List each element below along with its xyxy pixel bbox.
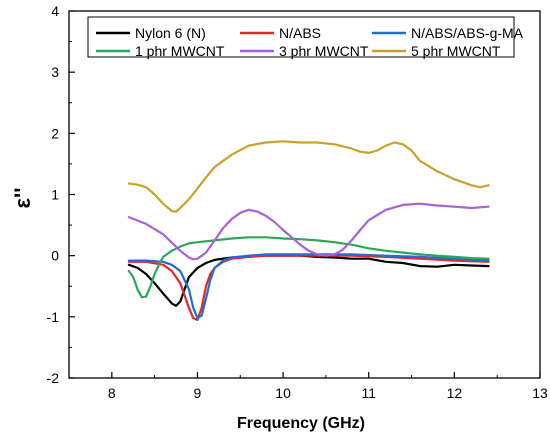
series-line-1 — [127, 254, 490, 321]
series-line-3 — [127, 236, 490, 299]
x-tick-label: 12 — [447, 385, 463, 401]
y-tick-label: 1 — [51, 187, 59, 203]
y-tick-label: -2 — [47, 370, 60, 386]
legend-label: 5 phr MWCNT — [411, 43, 501, 59]
y-tick-label: 2 — [51, 125, 59, 141]
x-axis-title: Frequency (GHz) — [237, 415, 365, 432]
x-tick-label: 13 — [532, 385, 548, 401]
legend: Nylon 6 (N) N/ABS N/ABS/ABS-g-MA 1 phr MWCN… — [87, 16, 524, 59]
series-line-2 — [127, 253, 490, 320]
series-line-4 — [127, 202, 490, 261]
legend-label: Nylon 6 (N) — [135, 25, 206, 41]
y-tick-label: 0 — [51, 248, 59, 264]
y-axis-title: ε'' — [10, 188, 35, 209]
y-tick-label: 3 — [51, 64, 59, 80]
series-line-0 — [127, 254, 490, 307]
x-tick-label: 9 — [194, 385, 202, 401]
x-tick-label: 10 — [275, 385, 291, 401]
legend-label: N/ABS — [279, 25, 321, 41]
plot-border — [68, 10, 541, 379]
x-axis-ticks: 8 9 10 11 12 13 — [68, 372, 548, 401]
legend-label: 3 phr MWCNT — [279, 43, 369, 59]
series-lines — [127, 140, 490, 321]
plot-frame — [68, 10, 541, 379]
y-axis-ticks: -2 -1 0 1 2 3 4 — [47, 3, 75, 386]
y-tick-label: -1 — [47, 309, 60, 325]
x-tick-label: 8 — [108, 385, 116, 401]
legend-label: N/ABS/ABS-g-MA — [411, 25, 524, 41]
series-line-5 — [127, 140, 490, 213]
legend-label: 1 phr MWCNT — [135, 43, 225, 59]
legend-box — [87, 16, 515, 58]
y-tick-label: 4 — [51, 3, 59, 19]
x-tick-label: 11 — [361, 385, 376, 401]
